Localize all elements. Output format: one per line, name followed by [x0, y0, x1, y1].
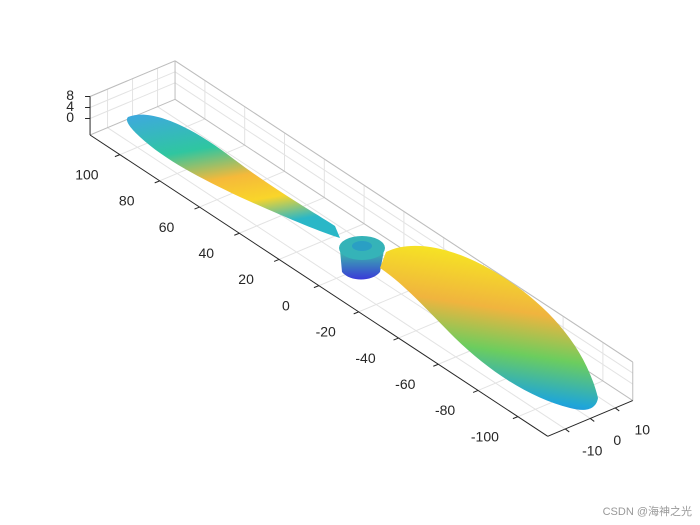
- z-tick-label: 8: [66, 87, 74, 103]
- watermark: CSDN @海神之光: [603, 504, 692, 518]
- hub-hole: [352, 241, 372, 251]
- x-tick-label: 40: [199, 245, 215, 261]
- tick-mark: [194, 206, 200, 210]
- x-tick-label: 0: [282, 297, 290, 313]
- x-tick-label: -80: [435, 402, 455, 418]
- x-tick-label: -60: [395, 376, 415, 392]
- grid-line: [174, 71, 634, 374]
- grid-line: [89, 82, 176, 119]
- tick-mark: [589, 418, 595, 422]
- tick-mark: [614, 407, 620, 412]
- z-tick-label: 0: [66, 109, 74, 125]
- tick-mark: [154, 180, 160, 184]
- tick-mark: [313, 285, 320, 289]
- box-edge: [174, 60, 634, 363]
- tick-mark: [393, 337, 399, 341]
- z-tick-label: 4: [66, 98, 74, 114]
- blade: [380, 245, 598, 410]
- tick-mark: [564, 428, 570, 433]
- x-tick-label: -20: [316, 324, 336, 340]
- x-tick-label: 80: [119, 193, 135, 209]
- tick-mark: [353, 311, 359, 315]
- tick-mark: [512, 416, 519, 420]
- x-tick-label: 100: [75, 166, 99, 182]
- grid-line: [107, 127, 566, 430]
- y-tick-label: 0: [613, 432, 621, 448]
- tick-mark: [273, 258, 280, 262]
- grid-line: [89, 71, 176, 108]
- x-tick-label: -40: [355, 350, 375, 366]
- x-tick-label: -100: [471, 428, 499, 444]
- box-edge: [89, 60, 176, 97]
- blade: [126, 114, 340, 238]
- x-tick-label: 60: [159, 219, 175, 235]
- y-tick-label: 10: [634, 422, 650, 438]
- x-tick-label: 20: [238, 271, 254, 287]
- tick-mark: [433, 363, 439, 367]
- tick-mark: [472, 389, 479, 393]
- propeller: [126, 114, 598, 410]
- tick-mark: [234, 232, 240, 236]
- tick-mark: [114, 154, 121, 158]
- y-tick-label: -10: [582, 443, 602, 459]
